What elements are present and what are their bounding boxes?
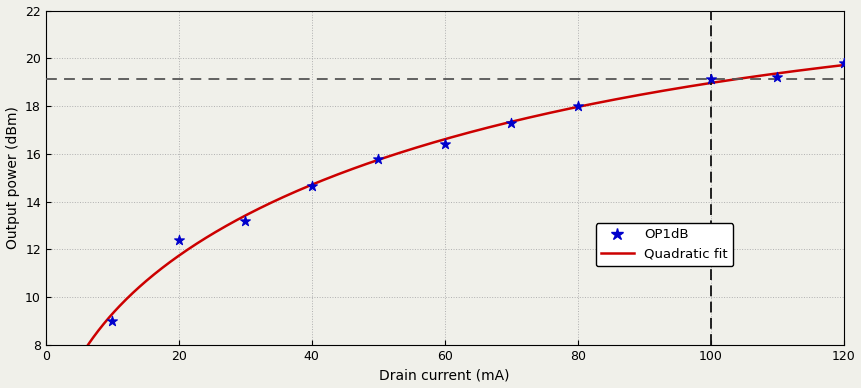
Legend: OP1dB, Quadratic fit: OP1dB, Quadratic fit: [596, 223, 734, 266]
Point: [837, 60, 851, 66]
X-axis label: Drain current (mA): Drain current (mA): [380, 369, 510, 383]
Point: [505, 120, 518, 126]
Point: [571, 103, 585, 109]
Point: [771, 74, 784, 81]
Y-axis label: Output power (dBm): Output power (dBm): [5, 106, 20, 249]
Point: [438, 141, 452, 147]
Point: [305, 183, 319, 189]
Point: [105, 318, 119, 324]
Point: [703, 76, 717, 82]
Point: [238, 218, 252, 224]
Point: [371, 156, 385, 162]
Point: [172, 237, 186, 243]
